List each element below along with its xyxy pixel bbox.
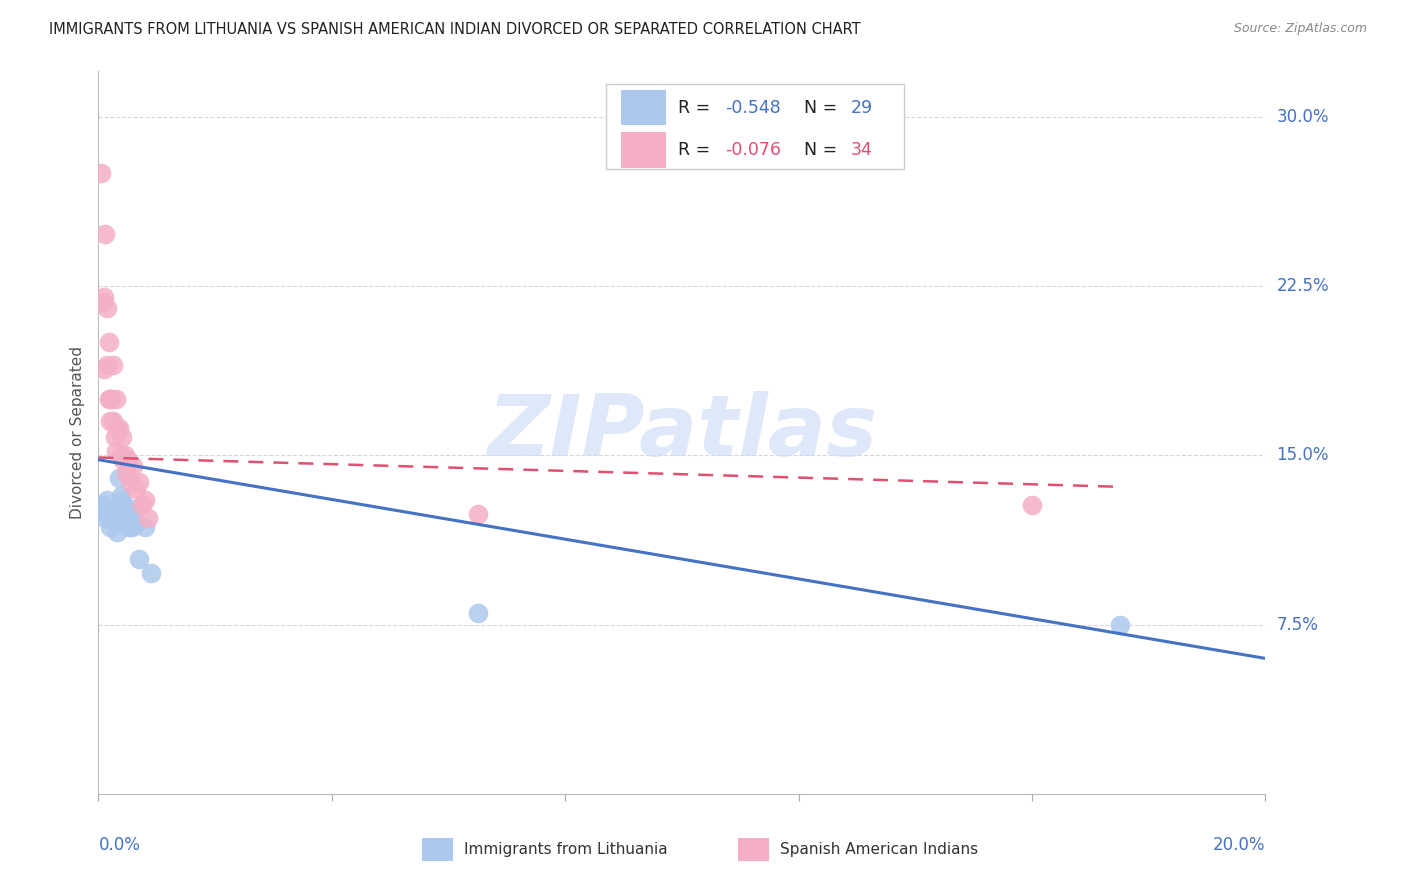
Point <box>108 421 131 435</box>
Point <box>110 448 132 462</box>
Text: 29: 29 <box>851 98 873 117</box>
Point <box>93 290 115 304</box>
Point <box>1108 617 1130 632</box>
Point <box>91 294 114 309</box>
Point <box>105 421 128 435</box>
Point <box>91 498 114 512</box>
Text: N =: N = <box>804 141 844 159</box>
Point <box>96 358 118 372</box>
Text: 30.0%: 30.0% <box>1277 108 1329 126</box>
Text: Spanish American Indians: Spanish American Indians <box>780 842 979 856</box>
Point <box>111 452 134 467</box>
Point <box>114 502 136 516</box>
Point <box>111 430 134 444</box>
Point <box>125 482 148 496</box>
Point <box>117 511 139 525</box>
Text: -0.548: -0.548 <box>725 98 780 117</box>
Text: R =: R = <box>679 98 716 117</box>
Point <box>94 227 117 241</box>
Point <box>128 552 150 566</box>
Y-axis label: Divorced or Separated: Divorced or Separated <box>70 346 86 519</box>
Text: 0.0%: 0.0% <box>98 836 141 854</box>
Point <box>97 335 120 350</box>
Text: Immigrants from Lithuania: Immigrants from Lithuania <box>464 842 668 856</box>
Point <box>121 520 143 534</box>
Text: Source: ZipAtlas.com: Source: ZipAtlas.com <box>1233 22 1367 36</box>
Point <box>104 443 127 458</box>
Point <box>104 507 127 521</box>
Text: N =: N = <box>804 98 844 117</box>
Text: 20.0%: 20.0% <box>1213 836 1265 854</box>
Point <box>114 448 136 462</box>
Text: 22.5%: 22.5% <box>1277 277 1329 295</box>
Point <box>101 358 124 372</box>
Text: 7.5%: 7.5% <box>1277 615 1319 633</box>
Point <box>134 520 156 534</box>
Point <box>110 489 132 503</box>
Point <box>122 502 145 516</box>
Point <box>97 502 120 516</box>
Bar <box>621 89 665 126</box>
Point <box>111 493 134 508</box>
Point <box>122 459 145 474</box>
Point <box>98 507 121 521</box>
Point <box>100 511 122 525</box>
Point <box>117 452 139 467</box>
FancyBboxPatch shape <box>606 84 904 169</box>
Point <box>111 502 134 516</box>
Point <box>104 392 127 406</box>
Point <box>128 475 150 490</box>
Point <box>101 502 124 516</box>
Point <box>98 520 121 534</box>
Point <box>134 493 156 508</box>
Point <box>104 430 127 444</box>
Text: IMMIGRANTS FROM LITHUANIA VS SPANISH AMERICAN INDIAN DIVORCED OR SEPARATED CORRE: IMMIGRANTS FROM LITHUANIA VS SPANISH AME… <box>49 22 860 37</box>
Point <box>120 475 142 490</box>
Point <box>139 566 162 580</box>
Point <box>120 511 142 525</box>
Point <box>105 524 128 539</box>
Text: 34: 34 <box>851 141 873 159</box>
Point <box>136 511 159 525</box>
Point <box>98 392 121 406</box>
Point <box>118 520 141 534</box>
Point <box>94 511 117 525</box>
Point <box>90 166 112 180</box>
Point <box>93 505 115 519</box>
Point <box>125 516 148 530</box>
Point <box>93 362 115 376</box>
Point <box>97 392 120 406</box>
Bar <box>621 132 665 168</box>
Point <box>104 516 127 530</box>
Point <box>467 607 489 621</box>
Text: R =: R = <box>679 141 716 159</box>
Text: -0.076: -0.076 <box>725 141 782 159</box>
Text: ZIPatlas: ZIPatlas <box>486 391 877 475</box>
Point <box>101 414 124 428</box>
Point <box>1021 498 1043 512</box>
Point <box>100 392 122 406</box>
Text: 15.0%: 15.0% <box>1277 446 1329 464</box>
Point <box>467 507 489 521</box>
Point <box>115 467 138 481</box>
Point <box>96 493 118 508</box>
Point <box>98 414 121 428</box>
Point <box>115 511 138 525</box>
Point <box>96 301 118 316</box>
Point <box>108 471 131 485</box>
Point <box>131 498 153 512</box>
